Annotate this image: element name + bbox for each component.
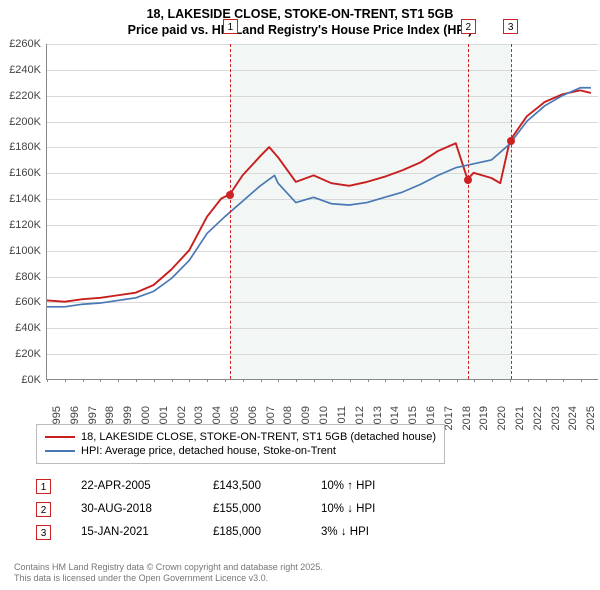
sale-index-box: 1 bbox=[223, 19, 238, 34]
sale-date: 30-AUG-2018 bbox=[81, 503, 213, 515]
x-tick bbox=[546, 379, 547, 382]
y-axis-label: £220K bbox=[0, 90, 44, 102]
x-tick bbox=[350, 379, 351, 382]
footer-line-2: This data is licensed under the Open Gov… bbox=[14, 573, 323, 584]
sale-vline-3: 3 bbox=[511, 44, 512, 379]
y-axis-label: £200K bbox=[0, 116, 44, 128]
sale-index-box: 2 bbox=[461, 19, 476, 34]
sale-marker-point bbox=[464, 176, 472, 184]
x-tick bbox=[136, 379, 137, 382]
x-tick bbox=[225, 379, 226, 382]
legend-swatch bbox=[45, 436, 75, 439]
sale-price: £143,500 bbox=[213, 480, 321, 492]
sale-index-box: 1 bbox=[36, 479, 51, 494]
x-tick bbox=[457, 379, 458, 382]
x-tick bbox=[83, 379, 84, 382]
x-axis-label: 2025 bbox=[585, 406, 597, 430]
x-tick bbox=[510, 379, 511, 382]
x-tick bbox=[100, 379, 101, 382]
sale-vline-2: 2 bbox=[468, 44, 469, 379]
x-tick bbox=[528, 379, 529, 382]
x-tick bbox=[474, 379, 475, 382]
x-tick bbox=[314, 379, 315, 382]
x-tick bbox=[65, 379, 66, 382]
y-axis-label: £0K bbox=[0, 374, 44, 386]
legend: 18, LAKESIDE CLOSE, STOKE-ON-TRENT, ST1 … bbox=[36, 424, 445, 464]
y-axis-label: £100K bbox=[0, 245, 44, 257]
y-axis-label: £160K bbox=[0, 167, 44, 179]
sale-price: £155,000 bbox=[213, 503, 321, 515]
x-tick bbox=[296, 379, 297, 382]
y-axis-label: £260K bbox=[0, 38, 44, 50]
sale-pct-vs-hpi: 3% ↓ HPI bbox=[321, 526, 441, 538]
x-axis-label: 2023 bbox=[550, 406, 562, 430]
x-axis-label: 2019 bbox=[478, 406, 490, 430]
x-tick bbox=[261, 379, 262, 382]
x-axis-label: 2022 bbox=[532, 406, 544, 430]
sale-price: £185,000 bbox=[213, 526, 321, 538]
series-line-hpi bbox=[47, 88, 591, 307]
x-tick bbox=[403, 379, 404, 382]
footer-line-1: Contains HM Land Registry data © Crown c… bbox=[14, 562, 323, 573]
chart-plot-area: 123 bbox=[46, 44, 598, 380]
x-tick bbox=[492, 379, 493, 382]
y-axis-label: £140K bbox=[0, 193, 44, 205]
chart: 123 £0K £20K £40K £60K £80K £100K £120K £140K £1… bbox=[0, 44, 600, 418]
legend-label: 18, LAKESIDE CLOSE, STOKE-ON-TRENT, ST1 … bbox=[81, 431, 436, 443]
sale-index-box: 2 bbox=[36, 502, 51, 517]
x-tick bbox=[172, 379, 173, 382]
x-tick bbox=[47, 379, 48, 382]
sale-date: 15-JAN-2021 bbox=[81, 526, 213, 538]
legend-swatch bbox=[45, 450, 75, 452]
y-axis-label: £120K bbox=[0, 219, 44, 231]
sale-row: 1 22-APR-2005£143,50010% ↑ HPI bbox=[36, 477, 441, 495]
x-tick bbox=[563, 379, 564, 382]
sale-marker-point bbox=[226, 191, 234, 199]
y-axis-label: £80K bbox=[0, 271, 44, 283]
legend-label: HPI: Average price, detached house, Stok… bbox=[81, 445, 336, 457]
x-tick bbox=[118, 379, 119, 382]
x-tick bbox=[421, 379, 422, 382]
y-axis-label: £40K bbox=[0, 322, 44, 334]
y-axis-label: £20K bbox=[0, 348, 44, 360]
sale-row: 2 30-AUG-2018£155,00010% ↓ HPI bbox=[36, 500, 441, 518]
series-line-property bbox=[47, 90, 591, 301]
x-axis-label: 2018 bbox=[461, 406, 473, 430]
y-axis-label: £240K bbox=[0, 64, 44, 76]
x-tick bbox=[189, 379, 190, 382]
sale-pct-vs-hpi: 10% ↑ HPI bbox=[321, 480, 441, 492]
chart-lines-svg bbox=[47, 44, 598, 379]
x-tick bbox=[154, 379, 155, 382]
legend-item: 18, LAKESIDE CLOSE, STOKE-ON-TRENT, ST1 … bbox=[45, 431, 436, 443]
x-tick bbox=[332, 379, 333, 382]
attribution-footer: Contains HM Land Registry data © Crown c… bbox=[14, 562, 323, 585]
sales-table: 1 22-APR-2005£143,50010% ↑ HPI 2 30-AUG-201… bbox=[36, 472, 441, 546]
x-axis-label: 2024 bbox=[567, 406, 579, 430]
x-axis-label: 2020 bbox=[496, 406, 508, 430]
y-axis-label: £60K bbox=[0, 296, 44, 308]
x-tick bbox=[368, 379, 369, 382]
sale-index-box: 3 bbox=[503, 19, 518, 34]
sale-vline-1: 1 bbox=[230, 44, 231, 379]
x-tick bbox=[207, 379, 208, 382]
sale-marker-point bbox=[507, 137, 515, 145]
x-axis-label: 2021 bbox=[514, 406, 526, 430]
x-tick bbox=[439, 379, 440, 382]
sale-date: 22-APR-2005 bbox=[81, 480, 213, 492]
x-tick bbox=[385, 379, 386, 382]
sale-pct-vs-hpi: 10% ↓ HPI bbox=[321, 503, 441, 515]
sale-row: 3 15-JAN-2021£185,0003% ↓ HPI bbox=[36, 523, 441, 541]
x-tick bbox=[243, 379, 244, 382]
legend-item: HPI: Average price, detached house, Stok… bbox=[45, 445, 436, 457]
x-tick bbox=[278, 379, 279, 382]
x-tick bbox=[581, 379, 582, 382]
sale-index-box: 3 bbox=[36, 525, 51, 540]
y-axis-label: £180K bbox=[0, 141, 44, 153]
